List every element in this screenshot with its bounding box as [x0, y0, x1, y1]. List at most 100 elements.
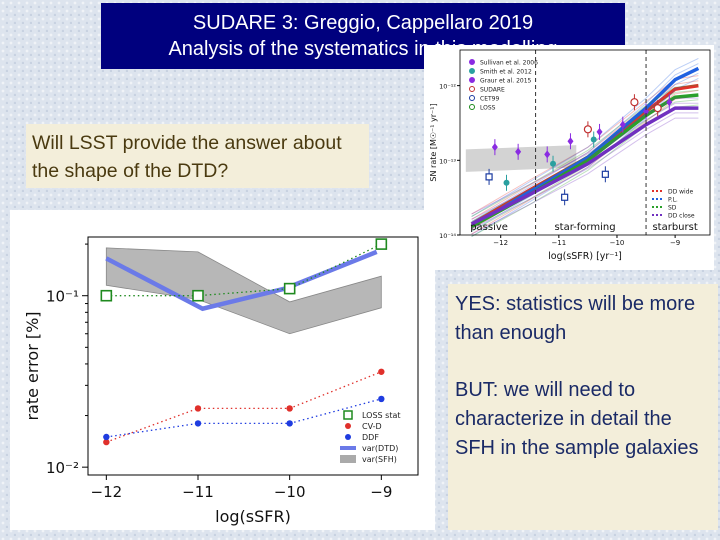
legend-label: DDF — [362, 433, 379, 442]
y-tick-label: 10⁻² — [46, 459, 79, 477]
y-tick-label: 10⁻¹² — [439, 83, 456, 91]
dd-close-fan-line — [471, 112, 699, 230]
legend-label: var(SFH) — [362, 455, 397, 464]
var-dtd-line — [105, 249, 378, 312]
data-point — [567, 137, 574, 146]
p-l--fan-line — [471, 57, 699, 217]
legend-label: Sullivan et al. 2006 — [480, 60, 538, 67]
region-label: starburst — [652, 222, 697, 233]
data-point — [601, 170, 609, 178]
loss-stat-point — [375, 238, 388, 250]
region-label: passive — [470, 222, 508, 233]
sd-fan-line — [471, 84, 699, 217]
grey-band — [465, 145, 577, 172]
sn-rate-figure: passive star-forming starburst −12 −11 −10 −9 1… — [424, 45, 714, 270]
ddf-point — [194, 420, 202, 427]
y-axis-label: SN rate [M☉⁻¹ yr⁻¹] — [429, 103, 438, 181]
legend-label: CV-D — [362, 422, 382, 431]
loss-stat-point — [192, 289, 204, 302]
data-point — [653, 104, 662, 113]
dd-close-curve — [470, 106, 699, 226]
legend-label: P.L. — [668, 197, 678, 204]
data-point — [643, 107, 650, 116]
data-point — [666, 98, 673, 107]
rate-error-plot: −12 −11 −10 −9 10⁻¹ 10⁻² log(sSFR) rate error [… — [23, 236, 419, 526]
p-l--fan-line — [471, 63, 699, 223]
x-tick-label: −11 — [551, 239, 566, 247]
legend-label: var(DTD) — [362, 444, 398, 453]
loss-stat-point — [283, 282, 296, 295]
data-point — [550, 160, 557, 167]
data-point — [596, 127, 603, 136]
loss-stat-point — [100, 289, 113, 302]
data-point — [630, 98, 639, 107]
data-point — [583, 125, 593, 134]
legend-label: SD — [668, 205, 677, 212]
x-axis-label: log(sSFR) — [215, 507, 291, 526]
ddf-point — [103, 433, 110, 441]
legend-label: SUDARE — [480, 87, 505, 94]
legend-marker — [469, 86, 475, 92]
legend-label: Graur et al. 2015 — [480, 78, 532, 85]
legend-label: CET99 — [480, 96, 499, 103]
y-tick-label: 10⁻¹ — [46, 288, 79, 306]
x-tick-label: −12 — [493, 239, 508, 247]
slide-title-line-1: SUDARE 3: Greggio, Cappellaro 2019 — [192, 12, 534, 34]
dd-close-fan-line — [471, 102, 699, 220]
legend-label: DD close — [668, 213, 695, 220]
x-tick-label: −9 — [670, 239, 680, 247]
legend-marker — [345, 434, 351, 440]
data-point — [491, 143, 498, 152]
question-text: Will LSST provide the answer about the s… — [32, 132, 342, 182]
legend-marker — [469, 104, 475, 110]
x-tick-label: −12 — [91, 483, 123, 501]
plot-frame — [459, 49, 711, 236]
cv-d-point — [194, 405, 202, 412]
cv-d-line — [106, 371, 382, 443]
answer-box: YES: statistics will be more than enough… — [448, 284, 718, 530]
data-point — [544, 150, 551, 159]
question-box: Will LSST provide the answer about the s… — [26, 124, 369, 188]
legend-marker — [340, 455, 356, 463]
cv-d-point — [378, 368, 385, 375]
legend-label: LOSS stat — [362, 411, 401, 420]
x-tick-label: −10 — [274, 483, 306, 501]
rate-error-figure: −12 −11 −10 −9 10⁻¹ 10⁻² log(sSFR) rate error [… — [10, 210, 435, 530]
x-tick-label: −10 — [610, 239, 625, 247]
plot-frame — [87, 236, 419, 476]
legend-marker — [345, 423, 351, 429]
dd-wide-fan-line — [471, 80, 699, 220]
x-tick-label: −11 — [182, 483, 214, 501]
sd-fan-line — [471, 89, 699, 223]
ddf-point — [378, 395, 385, 403]
dd-close-fan-line — [471, 97, 699, 215]
legend-label: LOSS — [480, 105, 496, 112]
dd-close-fan-line — [471, 117, 699, 235]
cv-d-point — [103, 438, 110, 446]
cv-d-point — [286, 405, 293, 412]
var-sfh-band — [105, 247, 382, 335]
legend-marker — [469, 59, 475, 65]
x-tick-label: −9 — [370, 483, 392, 501]
legend-marker — [469, 68, 475, 74]
y-tick-label: 10⁻¹⁴ — [439, 232, 456, 240]
legend-marker — [343, 410, 353, 420]
sn-rate-plot: passive star-forming starburst −12 −11 −10 −9 1… — [429, 49, 711, 262]
loss-stat-line — [106, 243, 382, 297]
legend-label: Smith et al. 2012 — [480, 69, 532, 76]
x-axis-label: log(sSFR) [yr⁻¹] — [548, 251, 622, 262]
ddf-point — [286, 420, 293, 427]
y-tick-label: 10⁻¹³ — [439, 157, 456, 165]
data-point — [561, 193, 569, 201]
answer-but-text: BUT: we will need to characterize in det… — [455, 379, 699, 459]
data-point — [590, 136, 597, 143]
legend-label: DD wide — [668, 189, 694, 196]
data-point — [515, 147, 522, 156]
region-label: star-forming — [554, 222, 615, 233]
data-point — [503, 179, 510, 186]
answer-yes-text: YES: statistics will be more than enough — [455, 293, 696, 344]
data-point — [485, 173, 493, 181]
ddf-line — [106, 398, 382, 438]
y-axis-label: rate error [%] — [23, 311, 42, 420]
data-point — [619, 120, 626, 129]
